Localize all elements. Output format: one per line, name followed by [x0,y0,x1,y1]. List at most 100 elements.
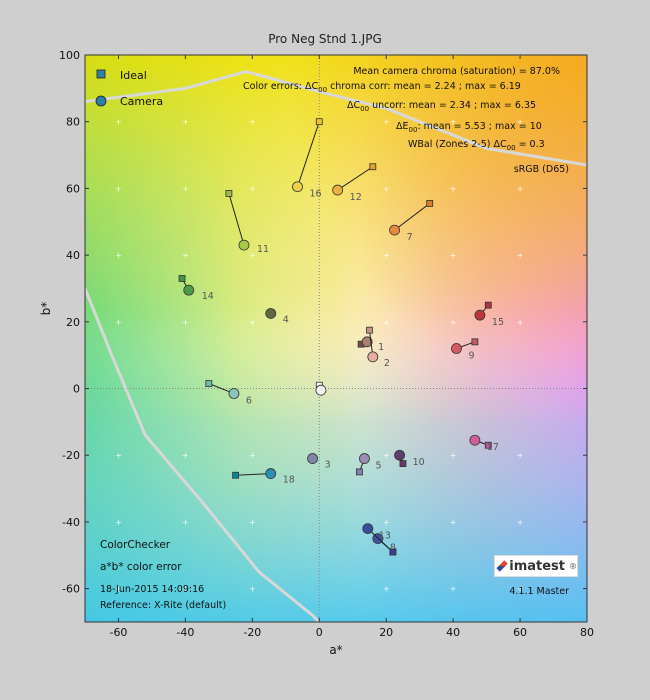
ideal-marker-9 [471,338,479,346]
grid-marker: + [450,184,457,193]
grid-marker: + [115,451,122,460]
x-tick-label: -40 [176,626,194,639]
camera-marker-16 [292,181,303,193]
grid-marker: + [450,318,457,327]
camera-marker-1 [361,336,373,348]
y-tick-label: 40 [66,249,80,262]
legend-camera-marker [95,95,107,107]
grid-marker: + [115,585,122,594]
ideal-marker-16 [315,118,323,126]
annotation-mean-chroma: Mean camera chroma (saturation) = 87.0% [353,66,560,77]
info-target: ColorChecker [100,539,171,551]
camera-marker-3 [307,453,318,464]
ideal-marker-14 [178,275,186,282]
grid-marker: + [182,118,189,127]
grid-marker: + [182,585,189,594]
camera-marker-15 [474,309,486,321]
grid-marker: + [249,518,256,527]
camera-marker-11 [238,239,250,251]
error-line-11 [228,193,245,246]
grid-marker: + [517,451,524,460]
grid-marker: + [383,518,390,527]
info-version: 4.1.1 Master [509,586,569,597]
patch-label-16: 16 [310,189,322,200]
grid-marker: + [450,251,457,260]
plot-background: + + + + + + + + + + + + + + + + + + + + + + + + + + + + + + + + + + + + + + + +… [85,55,587,622]
x-tick-label: 0 [316,626,323,639]
error-line-12 [337,166,374,191]
camera-marker-2 [367,351,379,363]
camera-marker-14 [183,284,195,296]
camera-marker-N [315,384,327,396]
x-tick-label: 60 [513,626,527,639]
ideal-marker-18 [232,471,240,479]
patch-label-3: 3 [325,460,331,471]
grid-marker: + [383,318,390,327]
grid-marker: + [517,518,524,527]
camera-marker-17 [469,434,481,446]
info-reference: Reference: X-Rite (default) [100,600,226,611]
patch-label-11: 11 [257,244,269,255]
y-tick-label: -20 [62,449,80,462]
camera-marker-4 [265,308,277,319]
grid-marker: + [182,318,189,327]
grid-marker: + [249,451,256,460]
patch-label-4: 4 [283,314,289,325]
plot-frame [84,54,588,623]
ideal-marker-5 [356,468,363,476]
annotation-color-errors: Color errors: ΔC00 chroma corr: mean = 2… [243,81,521,94]
grid-marker: + [450,585,457,594]
patch-label-17: 17 [487,442,499,453]
legend-ideal-label: Ideal [120,69,147,82]
y-axis-label: b* [39,302,53,316]
patch-label-15: 15 [492,317,504,328]
grid-marker: + [115,118,122,127]
grid-marker: + [249,318,256,327]
camera-marker-9 [451,343,462,354]
annotation-deltac-uncorr: ΔC00 uncorr: mean = 2.34 ; max = 6.35 [347,100,536,113]
grid-marker: + [450,518,457,527]
camera-marker-5 [359,453,370,464]
grid-marker: + [249,184,256,193]
ideal-marker-7 [426,200,434,207]
patch-label-18: 18 [283,475,295,486]
camera-marker-18 [265,468,277,479]
patch-label-10: 10 [413,457,425,468]
x-tick-label: 20 [379,626,393,639]
camera-marker-12 [332,184,344,196]
patch-label-9: 9 [468,351,474,362]
srgb-gamut-boundary-lower [85,287,321,622]
grid-marker: + [517,318,524,327]
info-plot-type: a*b* color error [100,561,182,573]
x-tick-label: 40 [446,626,460,639]
grid-marker: + [383,451,390,460]
error-line-7 [394,203,431,231]
imatest-logo-text: imatest [509,558,565,574]
ideal-marker-2 [366,326,373,334]
patch-label-2: 2 [384,358,390,369]
annotation-white-balance: WBal (Zones 2-5) ΔC00 = 0.3 [408,139,545,152]
camera-marker-7 [389,224,400,236]
y-tick-label: 60 [66,182,80,195]
patch-label-8: 8 [390,543,396,554]
grid-marker: + [517,184,524,193]
grid-marker: + [182,518,189,527]
error-line-16 [297,121,320,187]
ideal-marker-10 [399,460,407,467]
error-line-13 [367,528,394,553]
grid-marker: + [517,118,524,127]
x-tick-label: -20 [243,626,261,639]
grid-marker: + [182,451,189,460]
camera-marker-6 [228,388,240,399]
grid-marker: + [115,318,122,327]
y-tick-label: 80 [66,116,80,129]
grid-marker: + [517,585,524,594]
grid-marker: + [249,251,256,260]
x-axis-label: a* [329,643,342,657]
patch-label-1: 1 [378,342,384,353]
patch-label-12: 12 [350,192,362,203]
patch-label-14: 14 [202,291,214,302]
x-tick-label: 80 [580,626,594,639]
y-tick-label: -40 [62,516,80,529]
